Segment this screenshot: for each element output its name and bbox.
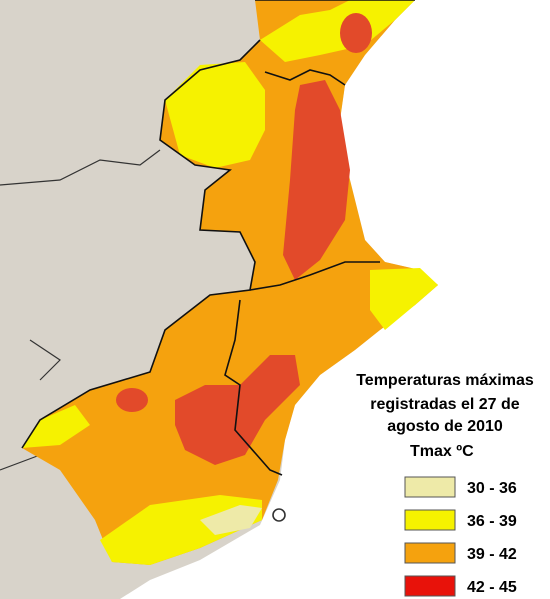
- legend-label: 30 - 36: [467, 480, 517, 497]
- legend-label: 36 - 39: [467, 513, 517, 530]
- legend-label: 39 - 42: [467, 546, 517, 563]
- legend-swatch: [404, 476, 456, 498]
- legend-swatch: [404, 575, 456, 597]
- legend: Temperaturas máximas registradas el 27 de…: [356, 372, 534, 597]
- legend-unit: Tmax ºC: [410, 443, 474, 460]
- legend-title: agosto de 2010: [387, 418, 503, 435]
- legend-title: registradas el 27 de: [370, 396, 520, 413]
- legend-swatch: [404, 509, 456, 531]
- boundaries: [21, 0, 415, 522]
- legend-title: Temperaturas máximas: [356, 372, 534, 389]
- legend-label: 42 - 45: [467, 579, 517, 596]
- temperature-zones: [22, 0, 438, 565]
- legend-swatch: [404, 542, 456, 564]
